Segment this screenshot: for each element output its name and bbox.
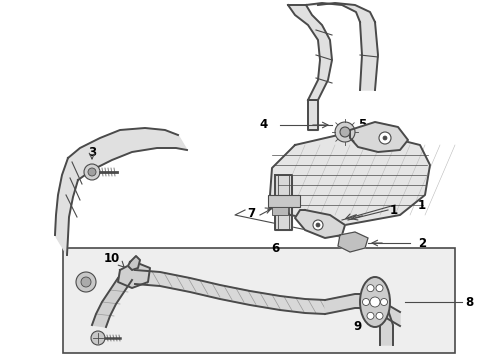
Circle shape <box>376 312 383 319</box>
Circle shape <box>316 223 320 227</box>
Circle shape <box>367 312 374 319</box>
Polygon shape <box>325 294 400 326</box>
Polygon shape <box>128 256 140 270</box>
Polygon shape <box>288 5 332 100</box>
Circle shape <box>370 297 380 307</box>
Circle shape <box>363 298 369 306</box>
Circle shape <box>88 168 96 176</box>
Bar <box>268 195 300 207</box>
Text: 1: 1 <box>390 203 398 216</box>
Polygon shape <box>368 294 393 345</box>
Text: 2: 2 <box>418 237 426 249</box>
Polygon shape <box>55 158 78 255</box>
Bar <box>63 248 455 353</box>
Text: 8: 8 <box>465 296 473 309</box>
Polygon shape <box>360 22 378 90</box>
Circle shape <box>84 164 100 180</box>
Polygon shape <box>306 3 375 22</box>
Text: 1: 1 <box>418 198 426 212</box>
Circle shape <box>379 132 391 144</box>
Circle shape <box>81 277 91 287</box>
Polygon shape <box>338 232 368 252</box>
Circle shape <box>313 220 323 230</box>
Ellipse shape <box>360 277 390 327</box>
Text: 7: 7 <box>247 207 255 220</box>
Circle shape <box>76 272 96 292</box>
Circle shape <box>381 298 388 306</box>
Polygon shape <box>118 262 150 288</box>
Polygon shape <box>350 122 408 152</box>
Text: 3: 3 <box>88 145 96 158</box>
Polygon shape <box>275 175 292 230</box>
Text: 9: 9 <box>354 320 362 333</box>
Text: 4: 4 <box>260 117 268 131</box>
Polygon shape <box>295 210 345 238</box>
Bar <box>272 207 288 215</box>
Polygon shape <box>68 128 187 180</box>
Text: 5: 5 <box>358 117 366 131</box>
Polygon shape <box>308 100 318 130</box>
Text: 6: 6 <box>271 242 279 255</box>
Circle shape <box>376 285 383 292</box>
Circle shape <box>383 136 387 140</box>
Circle shape <box>335 122 355 142</box>
Text: 10: 10 <box>104 252 120 265</box>
Polygon shape <box>92 278 132 327</box>
Polygon shape <box>270 130 430 225</box>
Circle shape <box>91 331 105 345</box>
Polygon shape <box>135 270 325 314</box>
Circle shape <box>367 285 374 292</box>
Circle shape <box>340 127 350 137</box>
